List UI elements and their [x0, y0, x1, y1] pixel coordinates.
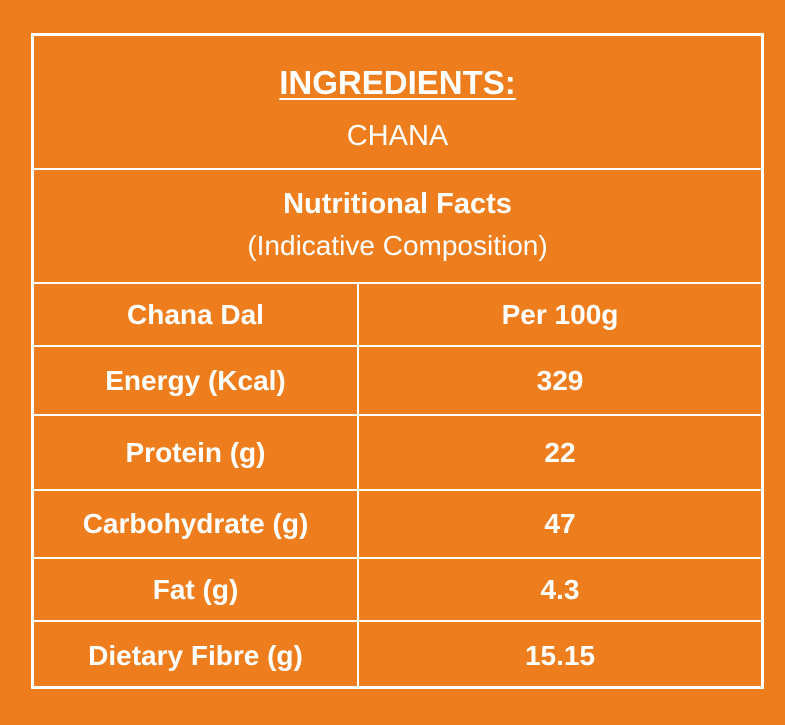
nutrient-value: 47: [544, 508, 576, 539]
nutrient-value: 22: [544, 436, 576, 468]
nutrition-table: Chana Dal Per 100g Energy (Kcal) 329 Pro…: [34, 284, 761, 689]
table-row: Fat (g) 4.3: [34, 559, 761, 622]
ingredients-title: INGREDIENTS:: [279, 64, 516, 101]
header-value-cell: Per 100g: [501, 298, 619, 330]
nutrient-name: Fat (g): [34, 559, 359, 620]
nutrient-name: Carbohydrate (g): [34, 491, 359, 557]
table-header-row: Chana Dal Per 100g: [34, 284, 761, 347]
table-row: Protein (g) 22: [34, 416, 761, 491]
nutrient-value: 4.3: [540, 573, 580, 605]
nutrient-name: Dietary Fibre (g): [34, 622, 359, 689]
ingredients-value: CHANA: [346, 120, 449, 152]
nutrient-name: Protein (g): [34, 416, 359, 489]
header-name-cell: Chana Dal: [34, 284, 359, 345]
nutrient-name: Energy (Kcal): [34, 347, 359, 414]
table-row: Energy (Kcal) 329: [34, 347, 761, 416]
nutritional-facts-section: Nutritional Facts (Indicative Compositio…: [34, 170, 761, 284]
table-row: Dietary Fibre (g) 15.15: [34, 622, 761, 689]
nutrient-value: 15.15: [524, 639, 596, 671]
nutritional-facts-title: Nutritional Facts: [283, 188, 512, 220]
nutrient-value: 329: [536, 364, 584, 396]
nutritional-facts-subtitle: (Indicative Composition): [247, 230, 548, 261]
nutrition-label-panel: INGREDIENTS: CHANA Nutritional Facts (In…: [31, 33, 764, 689]
ingredients-section: INGREDIENTS: CHANA: [34, 36, 761, 170]
table-row: Carbohydrate (g) 47: [34, 491, 761, 559]
